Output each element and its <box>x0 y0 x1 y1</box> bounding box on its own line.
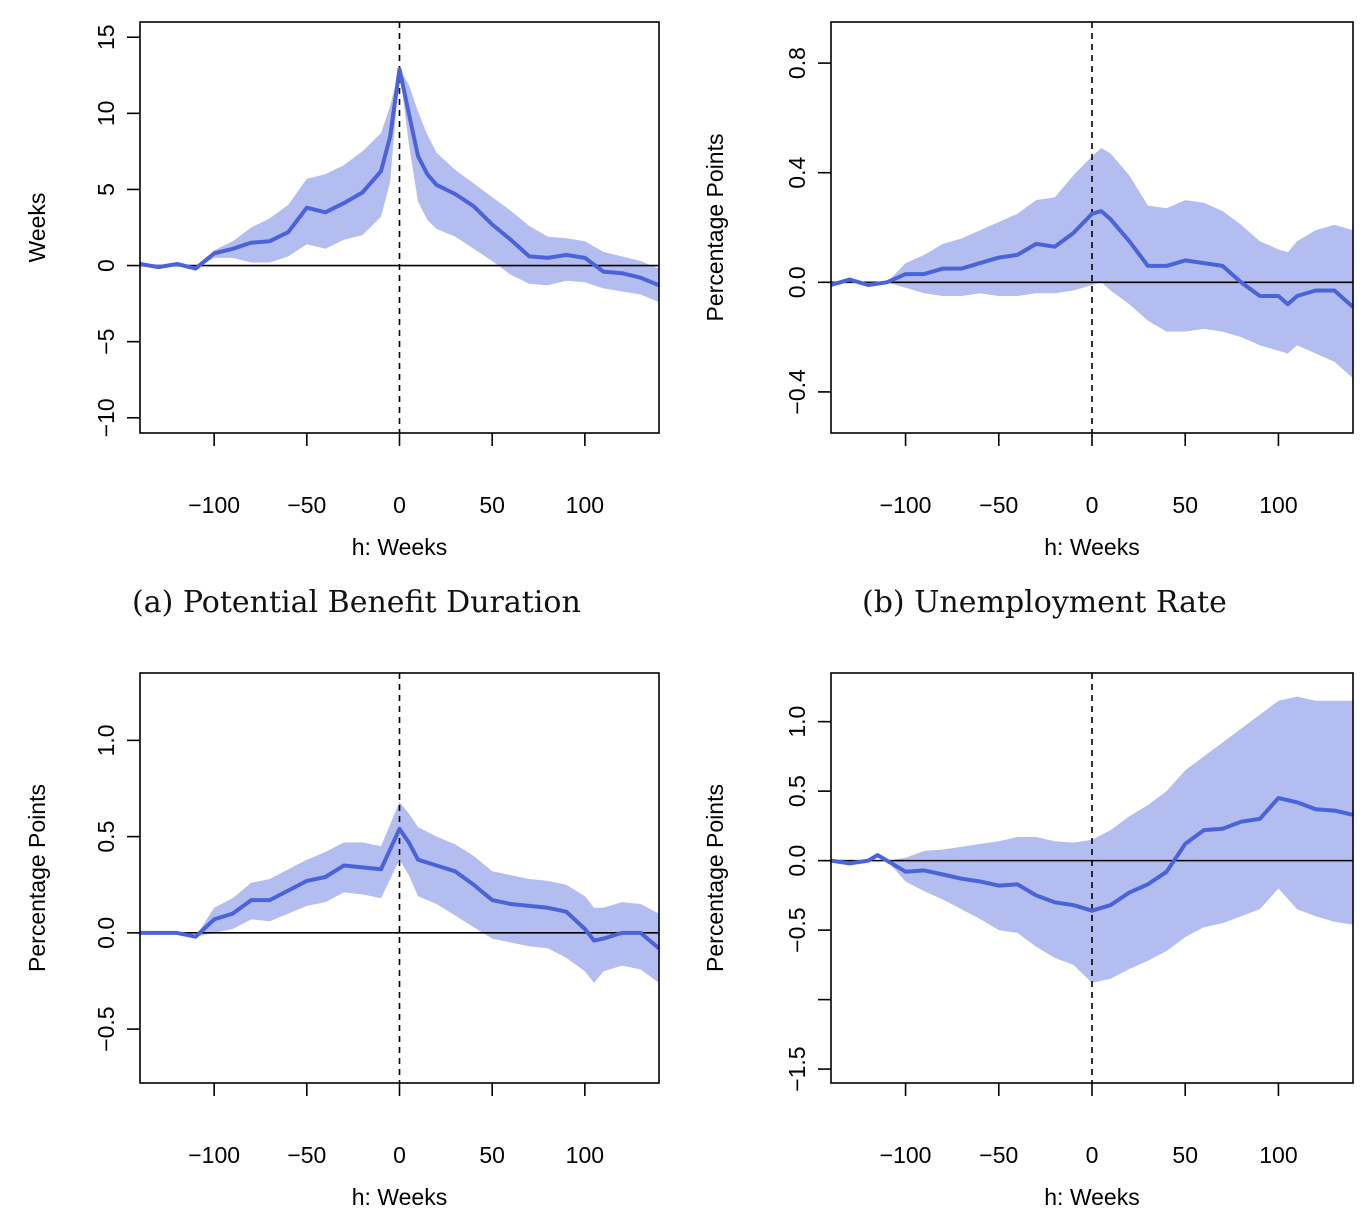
y-axis-label: Percentage Points <box>24 784 50 972</box>
x-tick-label: −100 <box>880 492 932 518</box>
x-tick-label: 0 <box>1086 492 1099 518</box>
y-tick-label: 0.5 <box>784 775 810 807</box>
caption-a: (a) Potential Benefit Duration <box>132 585 581 620</box>
y-tick-label: 0.0 <box>93 917 119 949</box>
caption-b: (b) Unemployment Rate <box>862 585 1227 620</box>
chart-svg: −100 −50 0 50 100 −0.5 0.0 0.5 1.0 h: Weeks Percen… <box>24 672 660 1210</box>
y-tick-label: −0.5 <box>784 907 810 952</box>
chart-panel-d: −100 −50 0 50 100 −1.5 −0.5 0.5 1.0 0.0 h: Weeks Pe… <box>683 650 1366 1220</box>
y-tick-label: 10 <box>93 101 119 127</box>
x-axis-label: h: Weeks <box>1044 1184 1139 1210</box>
confidence-band <box>831 148 1353 379</box>
confidence-band <box>831 696 1353 983</box>
y-tick-label: 0.4 <box>784 157 810 189</box>
x-axis-label: h: Weeks <box>1044 534 1139 560</box>
y-tick-label: 0.5 <box>93 821 119 853</box>
y-tick-label: 0 <box>93 259 119 272</box>
x-tick-label: −100 <box>188 492 240 518</box>
x-tick-label: 100 <box>1259 492 1297 518</box>
x-tick-label: 50 <box>479 1142 505 1168</box>
y-tick-label: −10 <box>93 398 119 437</box>
x-tick-label: 0 <box>393 492 406 518</box>
y-tick-label: −0.4 <box>784 369 810 415</box>
y-tick-label: 0.0 <box>784 266 810 298</box>
y-tick-label: 0.0 <box>784 845 810 877</box>
x-tick-label: 100 <box>566 1142 604 1168</box>
x-tick-label: −100 <box>188 1142 240 1168</box>
x-tick-label: −50 <box>287 492 326 518</box>
chart-svg: −100 −50 0 50 100 −1.5 −0.5 0.5 1.0 0.0 h: Weeks Pe… <box>702 672 1354 1210</box>
y-tick-label: −5 <box>93 329 119 355</box>
x-axis-label: h: Weeks <box>352 534 447 560</box>
x-tick-label: −50 <box>287 1142 326 1168</box>
x-tick-label: 50 <box>1172 492 1198 518</box>
x-tick-label: −100 <box>880 1142 932 1168</box>
chart-panel-c: −100 −50 0 50 100 −0.5 0.0 0.5 1.0 h: Weeks Percen… <box>0 650 683 1220</box>
estimate-line <box>831 796 1353 913</box>
y-axis-label: Weeks <box>24 193 50 263</box>
y-axis-label: Percentage Points <box>702 134 728 322</box>
x-tick-label: 100 <box>566 492 604 518</box>
y-tick-label: −1.5 <box>784 1046 810 1091</box>
y-tick-label: 0.8 <box>784 47 810 79</box>
y-tick-label: 5 <box>93 183 119 196</box>
chart-panel-b: −100 −50 0 50 100 −0.4 0.0 0.4 0.8 h: Weeks Percen… <box>683 0 1366 560</box>
chart-svg: −100 −50 0 50 100 −0.4 0.0 0.4 0.8 h: Weeks Percen… <box>702 21 1354 560</box>
x-tick-label: 0 <box>1086 1142 1099 1168</box>
x-tick-label: 0 <box>393 1142 406 1168</box>
plot-frame <box>139 672 660 1084</box>
x-tick-label: 50 <box>1172 1142 1198 1168</box>
chart-panel-a: −100 −50 0 50 100 −10 −5 0 5 10 15 h: Weeks Weeks <box>0 0 683 560</box>
estimate-line <box>140 67 659 288</box>
y-tick-label: −0.5 <box>93 1006 119 1051</box>
y-axis-label: Percentage Points <box>702 784 728 972</box>
x-tick-label: 100 <box>1259 1142 1297 1168</box>
confidence-band <box>140 69 659 303</box>
confidence-band <box>140 802 659 983</box>
y-tick-label: 1.0 <box>784 706 810 738</box>
x-tick-label: −50 <box>979 492 1018 518</box>
x-tick-label: −50 <box>979 1142 1018 1168</box>
estimate-line <box>140 826 659 950</box>
x-tick-label: 50 <box>479 492 505 518</box>
x-axis-label: h: Weeks <box>352 1184 447 1210</box>
y-tick-label: 1.0 <box>93 724 119 756</box>
estimate-line <box>831 209 1353 309</box>
y-tick-label: 15 <box>93 24 119 50</box>
